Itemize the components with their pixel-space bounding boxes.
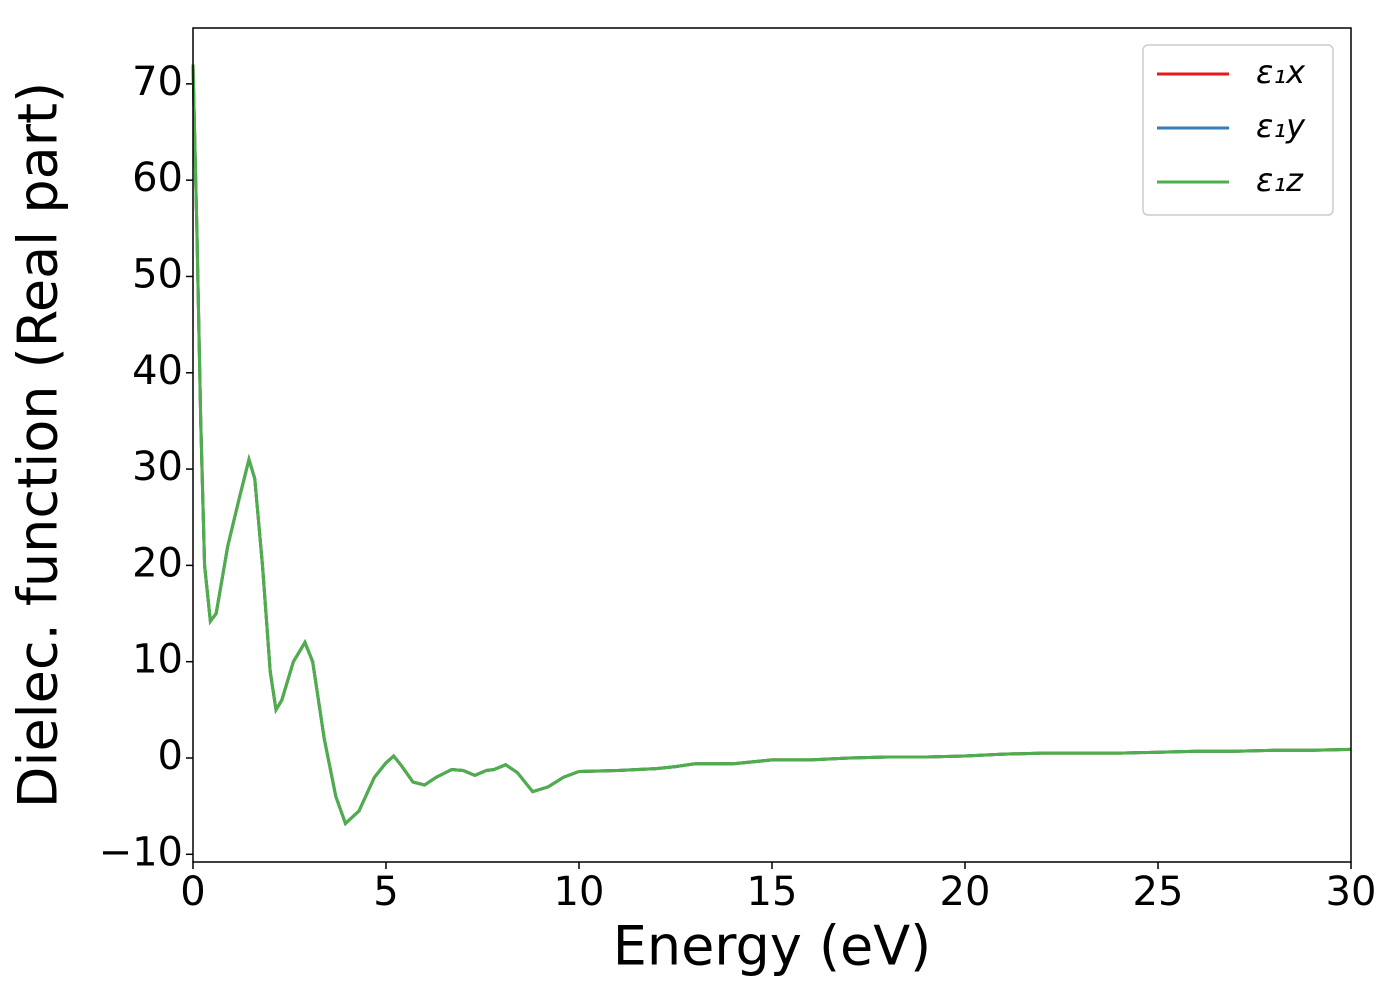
- y-tick-label: −10: [99, 829, 183, 875]
- x-tick-label: 10: [554, 869, 605, 915]
- legend-label: ε₁x: [1256, 53, 1306, 91]
- y-tick-label: 50: [132, 251, 183, 297]
- y-tick-label: 40: [132, 348, 183, 394]
- y-tick-label: 30: [132, 444, 183, 490]
- x-tick-label: 5: [373, 869, 398, 915]
- y-tick-label: 70: [132, 59, 183, 105]
- data-line: [191, 64, 1352, 827]
- y-tick-label: 20: [132, 540, 183, 586]
- x-tick-label: 25: [1133, 869, 1184, 915]
- x-tick-label: 0: [180, 869, 205, 915]
- y-tick-label: 0: [158, 733, 183, 779]
- y-tick-label: 10: [132, 637, 183, 683]
- legend-label: ε₁z: [1256, 161, 1304, 199]
- x-tick-label: 15: [747, 869, 798, 915]
- x-tick-label: 30: [1326, 869, 1377, 915]
- x-axis-label: Energy (eV): [613, 915, 932, 978]
- legend-box: [1142, 44, 1334, 216]
- x-tick-label: 20: [940, 869, 991, 915]
- y-axis-label: Dielec. function (Real part): [7, 82, 70, 808]
- y-tick-label: 60: [132, 155, 183, 201]
- legend-label: ε₁y: [1256, 107, 1306, 145]
- plot-frame: [192, 27, 1352, 863]
